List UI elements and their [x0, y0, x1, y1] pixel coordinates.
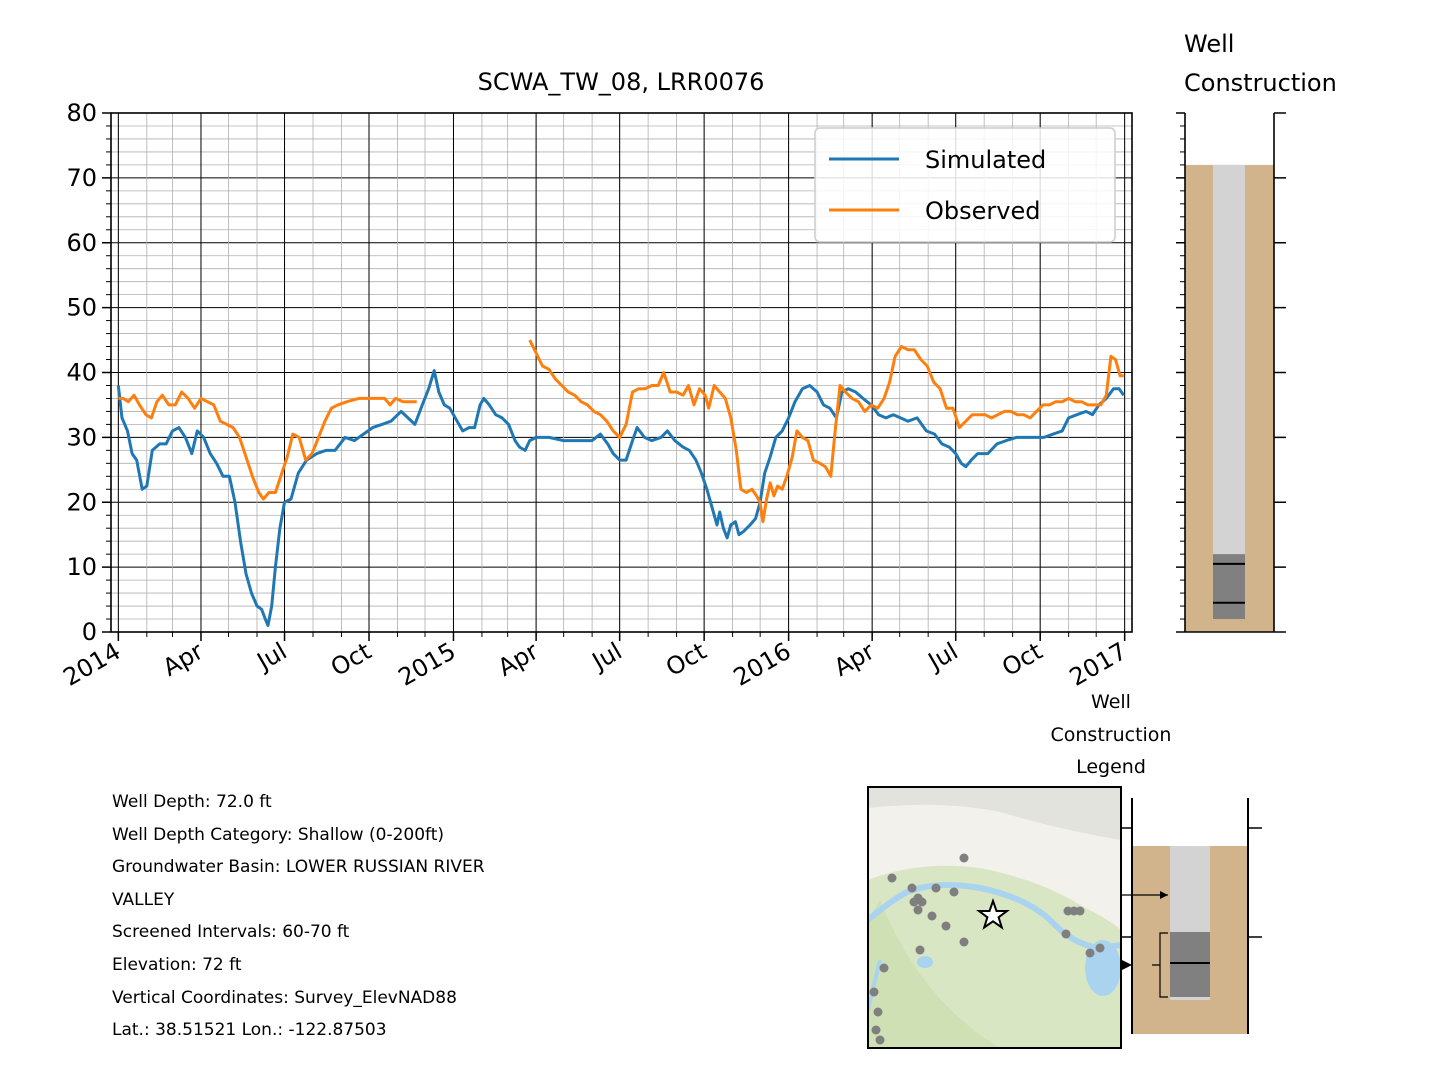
map-well-point	[873, 1007, 883, 1017]
x-tick-label: Apr	[158, 637, 208, 682]
map-vegetation-dense	[868, 900, 1000, 1048]
info-lat-lon: Lat.: 38.51521 Lon.: -122.87503	[112, 1020, 387, 1041]
chart-legend: Simulated Observed	[814, 127, 1116, 243]
selected-well-star-icon	[975, 897, 1011, 931]
well-construction-legend: Well Construction Legend	[1051, 691, 1262, 1034]
info-basin-line1: Groundwater Basin: LOWER RUSSIAN RIVER	[112, 857, 485, 878]
map-well-point	[887, 873, 897, 883]
y-tick-label: 70	[66, 164, 97, 192]
map-well-point	[1095, 943, 1105, 953]
y-tick-label: 60	[66, 229, 97, 257]
wc-legend-title-line3: Legend	[1076, 756, 1146, 778]
map-well-points	[869, 853, 1105, 1045]
well-construction-panel: Well Construction	[1176, 30, 1337, 633]
map-well-point	[909, 897, 919, 907]
x-tick-label: Jul	[922, 637, 963, 677]
well-construction-axes	[1176, 112, 1286, 633]
y-tick-label: 20	[66, 488, 97, 516]
info-vertical-coordinates: Vertical Coordinates: Survey_ElevNAD88	[112, 987, 457, 1008]
map-well-point	[875, 1035, 885, 1045]
series-line-simulated	[116, 369, 1125, 627]
wc-legend-arrowhead	[1122, 960, 1132, 970]
y-tick-label: 50	[66, 294, 97, 322]
info-depth-category: Well Depth Category: Shallow (0-200ft)	[112, 824, 445, 845]
well-casing	[1213, 164, 1245, 620]
legend-simulated-label: Simulated	[925, 146, 1046, 174]
x-tick-label: 2016	[729, 637, 796, 692]
wc-legend-title-line2: Construction	[1051, 724, 1172, 746]
wc-legend-screen-bracket	[1152, 932, 1168, 998]
wc-legend-screen	[1170, 932, 1210, 997]
map-well-point	[1075, 906, 1085, 916]
x-tick-label: Oct	[661, 637, 711, 682]
map-pond	[917, 956, 933, 968]
map-hills	[868, 787, 1121, 840]
x-tick-label: Oct	[997, 637, 1047, 682]
info-elevation: Elevation: 72 ft	[112, 954, 242, 975]
map-well-point	[917, 897, 927, 907]
x-tick-label: 2015	[394, 637, 461, 692]
map-well-point	[931, 883, 941, 893]
map-creek	[868, 959, 882, 1011]
x-tick-label: 2017	[1065, 637, 1132, 692]
map-well-point	[907, 883, 917, 893]
map-well-point	[959, 937, 969, 947]
x-tick-label: Jul	[586, 637, 627, 677]
y-tick-label: 0	[82, 618, 97, 646]
map-well-point	[1061, 929, 1071, 939]
map-frame	[867, 786, 1122, 1049]
map-well-point	[913, 905, 923, 915]
map-well-point	[869, 987, 879, 997]
well-screen	[1213, 554, 1245, 620]
chart-lines	[116, 339, 1125, 627]
y-tick-label: 10	[66, 553, 97, 581]
y-tick-label: 80	[66, 99, 97, 127]
well-construction-title-line1: Well	[1184, 30, 1234, 58]
location-map	[867, 786, 1122, 1049]
info-basin-line2: VALLEY	[112, 889, 175, 910]
x-tick-label: Jul	[251, 637, 292, 677]
x-tick-label: Apr	[493, 637, 543, 682]
well-info-block: Well Depth: 72.0 ft Well Depth Category:…	[112, 786, 485, 1047]
info-screened-intervals: Screened Intervals: 60-70 ft	[112, 922, 350, 943]
series-line-observed	[118, 339, 1124, 524]
legend-observed-label: Observed	[925, 197, 1040, 225]
x-tick-label: Oct	[326, 637, 376, 682]
map-well-point	[927, 911, 937, 921]
legend-box	[814, 127, 1116, 243]
x-tick-label: Apr	[829, 637, 879, 682]
map-well-point	[879, 963, 889, 973]
map-well-point	[915, 945, 925, 955]
y-tick-label: 40	[66, 359, 97, 387]
map-well-point	[871, 1025, 881, 1035]
wc-legend-title-line1: Well	[1091, 691, 1131, 713]
info-well-depth: Well Depth: 72.0 ft	[112, 792, 272, 812]
map-well-point	[959, 853, 969, 863]
map-well-point	[1085, 948, 1095, 958]
y-tick-label: 30	[66, 423, 97, 451]
well-construction-title-line2: Construction	[1184, 69, 1337, 97]
map-well-point	[949, 887, 959, 897]
chart-title: SCWA_TW_08, LRR0076	[478, 68, 765, 96]
wc-legend-arrowhead	[1160, 891, 1168, 899]
map-well-point	[941, 921, 951, 931]
